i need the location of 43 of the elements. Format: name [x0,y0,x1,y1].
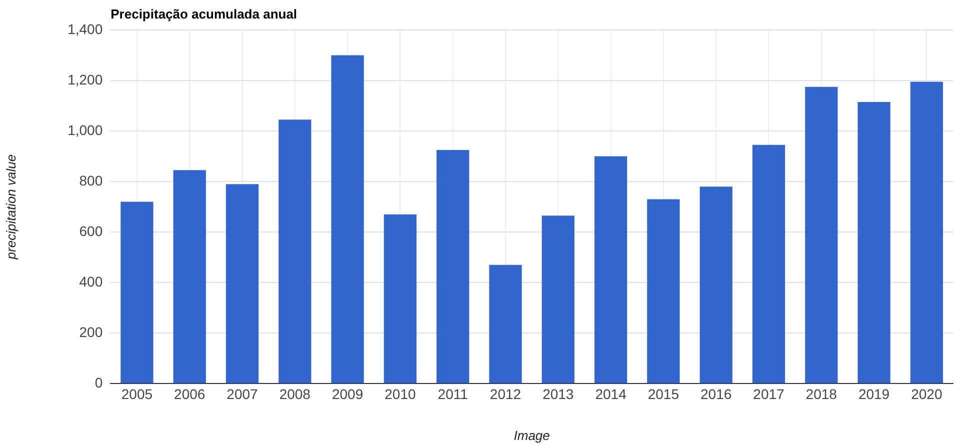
x-tick-label: 2011 [438,386,468,402]
x-tick-label: 2019 [858,386,890,402]
bar [173,170,206,384]
bar [489,264,522,384]
bar [594,156,628,384]
y-axis-title: precipitation value [3,154,18,260]
x-tick-label: 2013 [542,386,574,402]
x-tick-label: 2006 [174,386,206,402]
x-axis-title: Image [514,428,550,443]
x-tick-label: 2009 [332,386,364,402]
bar [858,102,890,384]
x-tick-label: 2015 [648,386,680,402]
bar [805,86,838,384]
chart-title: Precipitação acumulada anual [110,6,298,22]
bar [910,82,943,384]
bar [226,184,259,384]
x-tick-label: 2014 [595,386,627,402]
x-tick-label: 2007 [226,386,258,402]
bar [120,202,154,384]
y-tick-label: 1,200 [68,71,103,88]
bar [436,150,470,384]
y-tick-label: 800 [79,172,103,188]
x-tick-label: 2008 [279,386,311,402]
x-tick-label: 2018 [806,386,838,402]
bar [700,186,732,384]
x-tick-label: 2020 [911,386,942,402]
y-tick-label: 200 [79,324,103,340]
bar [384,214,417,384]
y-tick-label: 1,000 [68,122,103,138]
x-tick-label: 2005 [121,386,153,402]
x-tick-label: 2010 [384,386,416,402]
bar [752,144,786,384]
y-tick-label: 600 [79,222,103,239]
bar [542,216,574,384]
bar [278,120,312,384]
y-tick-label: 400 [79,273,103,290]
x-tick-label: 2012 [490,386,522,402]
x-tick-label: 2016 [700,386,732,402]
y-tick-label: 1,400 [68,20,103,37]
bar [331,55,364,384]
bar [647,199,680,384]
y-tick-label: 0 [94,374,103,390]
x-tick-label: 2017 [753,386,785,402]
